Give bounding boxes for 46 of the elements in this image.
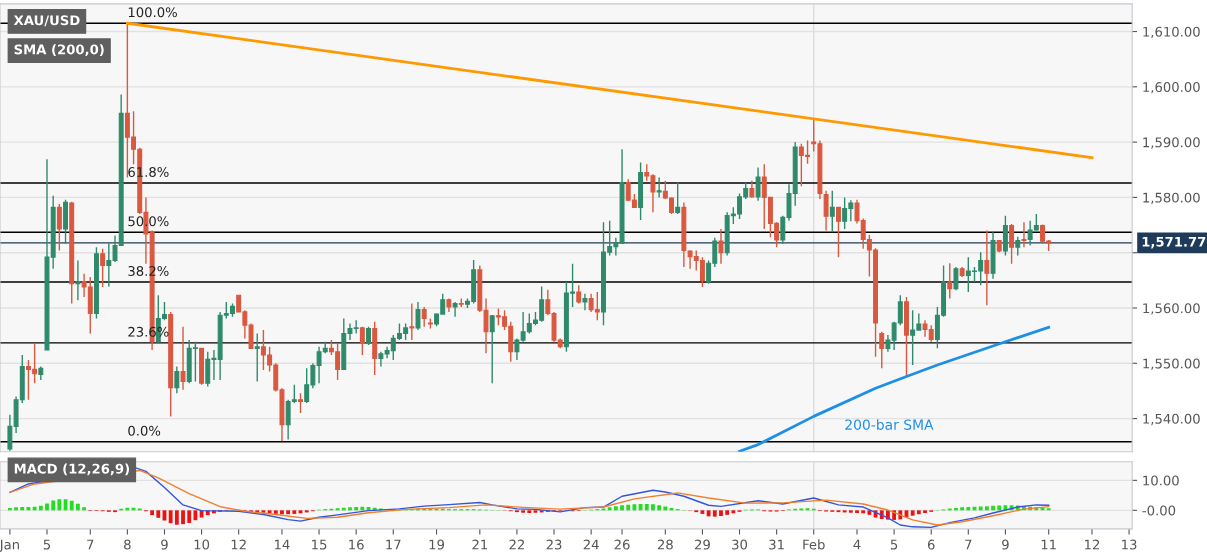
x-tick-label: 10 (194, 539, 210, 550)
x-tick-label: 19 (429, 539, 445, 550)
annotation: MACD (12,26,9) (14, 463, 130, 476)
x-tick-label: 23 (546, 539, 562, 550)
x-tick-label: 29 (695, 539, 710, 550)
x-tick-label: 14 (275, 539, 290, 550)
x-tick-label: 31 (769, 539, 784, 550)
x-tick-label: Jan (0, 539, 19, 552)
y-tick-label: 1,600.00 (1143, 82, 1200, 94)
x-tick-label: 6 (927, 539, 935, 550)
y-tick-label: 10.00 (1143, 475, 1179, 486)
x-tick-label: 22 (509, 539, 524, 550)
x-tick-label: 9 (161, 539, 168, 550)
x-tick-label: 5 (43, 539, 51, 550)
x-tick-label: 12 (231, 539, 246, 550)
y-tick-label: 1,560.00 (1143, 303, 1200, 315)
ref-line-label: 1,571.77 (1142, 236, 1206, 249)
x-tick-label: 5 (890, 539, 898, 550)
annotation: 0.0% (128, 425, 161, 436)
x-tick-label: 21 (472, 539, 487, 550)
x-tick-label: 16 (349, 539, 364, 550)
y-tick-label: -0.00 (1142, 505, 1176, 516)
x-tick-label: 28 (657, 539, 673, 550)
y-tick-label: 1,550.00 (1143, 358, 1200, 370)
x-tick-label: 7 (87, 539, 94, 550)
x-tick-label: 4 (853, 539, 861, 550)
x-tick-label: 15 (312, 539, 327, 550)
x-tick-label: 11 (1041, 539, 1056, 550)
y-tick-label: 1,590.00 (1143, 137, 1200, 149)
x-tick-label: 9 (1002, 539, 1009, 550)
x-tick-label: 7 (965, 539, 972, 550)
x-tick-label: 8 (124, 539, 131, 550)
x-tick-label: 30 (732, 539, 748, 550)
series-label: 200-bar SMA (845, 419, 934, 430)
annotation: SMA (200,0) (14, 44, 104, 57)
annotation: XAU/USD (13, 15, 80, 27)
x-tick-label: 13 (1122, 539, 1137, 550)
y-tick-label: 1,580.00 (1143, 192, 1200, 204)
x-tick-label: 12 (1085, 539, 1100, 550)
x-tick-label: 24 (583, 539, 599, 550)
x-tick-label: Feb (803, 539, 825, 550)
y-tick-label: 1,610.00 (1143, 26, 1200, 39)
annotation: 100.0% (128, 7, 177, 18)
x-tick-label: 17 (386, 539, 401, 550)
y-tick-label: 1,540.00 (1143, 413, 1200, 426)
x-tick-label: 26 (614, 539, 630, 550)
